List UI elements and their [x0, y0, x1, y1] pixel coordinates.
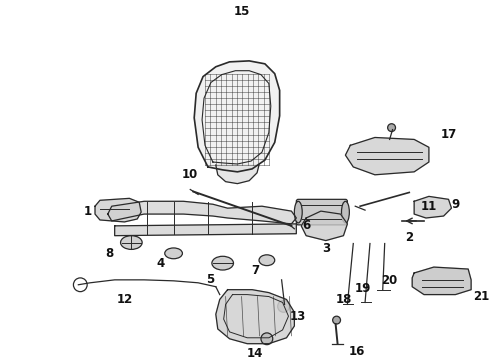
Text: 12: 12 — [116, 293, 133, 306]
Text: 17: 17 — [441, 128, 457, 141]
Ellipse shape — [294, 201, 302, 223]
FancyBboxPatch shape — [296, 199, 347, 225]
Text: 19: 19 — [355, 282, 371, 295]
Polygon shape — [216, 290, 294, 344]
Polygon shape — [95, 198, 141, 222]
Text: 13: 13 — [290, 310, 306, 323]
Polygon shape — [108, 201, 296, 224]
Ellipse shape — [259, 255, 275, 266]
Text: 14: 14 — [247, 347, 263, 360]
Text: 5: 5 — [206, 273, 214, 286]
Circle shape — [261, 333, 273, 345]
Text: 11: 11 — [421, 200, 437, 213]
Text: 21: 21 — [473, 290, 489, 303]
Text: 2: 2 — [405, 231, 413, 244]
Text: 7: 7 — [251, 264, 259, 276]
Polygon shape — [115, 224, 296, 236]
Circle shape — [278, 301, 290, 312]
Ellipse shape — [212, 256, 233, 270]
Text: 10: 10 — [182, 168, 198, 181]
Circle shape — [74, 278, 87, 292]
Text: 1: 1 — [84, 204, 92, 217]
Text: 4: 4 — [157, 257, 165, 270]
Text: 9: 9 — [451, 198, 460, 211]
Polygon shape — [216, 165, 259, 184]
Polygon shape — [301, 211, 347, 240]
Circle shape — [333, 316, 341, 324]
Text: 18: 18 — [335, 293, 352, 306]
Circle shape — [388, 124, 395, 132]
Polygon shape — [414, 197, 451, 218]
Text: 16: 16 — [349, 345, 366, 358]
Text: 15: 15 — [234, 5, 250, 18]
Text: 6: 6 — [302, 219, 310, 232]
Polygon shape — [412, 267, 471, 294]
Text: 3: 3 — [322, 242, 330, 255]
Text: 20: 20 — [382, 274, 398, 287]
Ellipse shape — [121, 236, 142, 249]
Ellipse shape — [165, 248, 182, 259]
Text: 8: 8 — [106, 247, 114, 260]
Polygon shape — [345, 138, 429, 175]
Ellipse shape — [342, 201, 349, 223]
Polygon shape — [194, 61, 280, 172]
